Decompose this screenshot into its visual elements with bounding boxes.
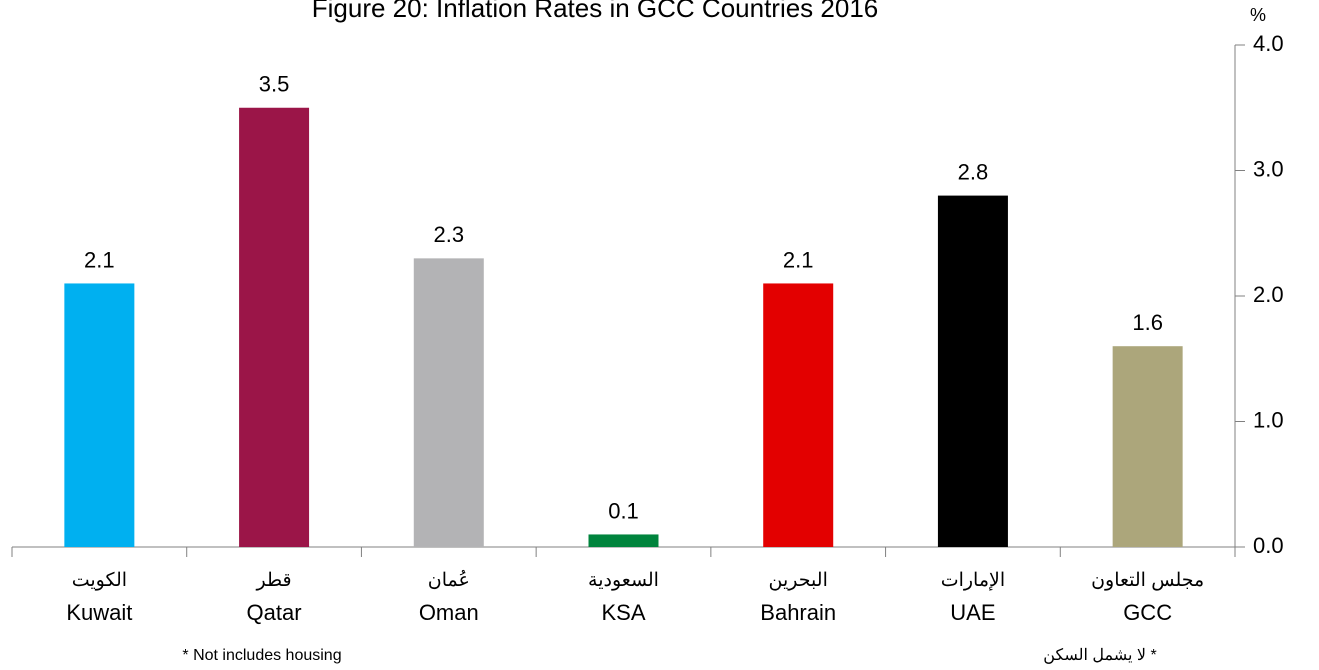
x-tick-label: Oman	[419, 600, 479, 625]
value-label: 2.1	[84, 247, 115, 272]
x-tick-label-ar: عُمان	[428, 569, 470, 591]
x-tick-label-ar: مجلس التعاون	[1091, 570, 1204, 591]
bar	[413, 258, 484, 547]
x-tick-label: UAE	[950, 600, 995, 625]
footnote: * Not includes housing	[182, 647, 341, 664]
x-tick-label: GCC	[1123, 600, 1172, 625]
footnote-ar: * لا يشمل السكن	[1043, 647, 1156, 664]
x-tick-label-ar: الإمارات	[941, 570, 1005, 591]
x-tick-label: Bahrain	[760, 600, 836, 625]
y-tick-label: 2.0	[1253, 282, 1284, 307]
bar	[1112, 346, 1183, 547]
y-tick-label: 4.0	[1253, 31, 1284, 56]
value-label: 2.8	[958, 159, 989, 184]
value-label: 2.3	[433, 222, 464, 247]
value-label: 3.5	[259, 72, 290, 97]
bar	[763, 283, 834, 547]
value-label: 0.1	[608, 498, 639, 523]
x-tick-label: Kuwait	[66, 600, 132, 625]
x-tick-label-ar: السعودية	[588, 570, 659, 591]
y-tick-label: 1.0	[1253, 407, 1284, 432]
bar	[937, 195, 1008, 547]
bar	[64, 283, 135, 547]
y-tick-label: 3.0	[1253, 156, 1284, 181]
x-tick-label-ar: قطر	[255, 570, 291, 591]
chart-title: Figure 20: Inflation Rates in GCC Countr…	[312, 0, 879, 23]
y-tick-label: 0.0	[1253, 533, 1284, 558]
x-tick-label: KSA	[601, 600, 645, 625]
x-tick-label-ar: البحرين	[769, 570, 828, 591]
value-label: 2.1	[783, 247, 814, 272]
bar	[588, 534, 659, 547]
x-tick-label: Qatar	[247, 600, 302, 625]
value-label: 1.6	[1132, 310, 1163, 335]
x-tick-label-ar: الكويت	[72, 570, 127, 591]
bar	[239, 107, 310, 547]
unit-label: %	[1250, 5, 1266, 25]
